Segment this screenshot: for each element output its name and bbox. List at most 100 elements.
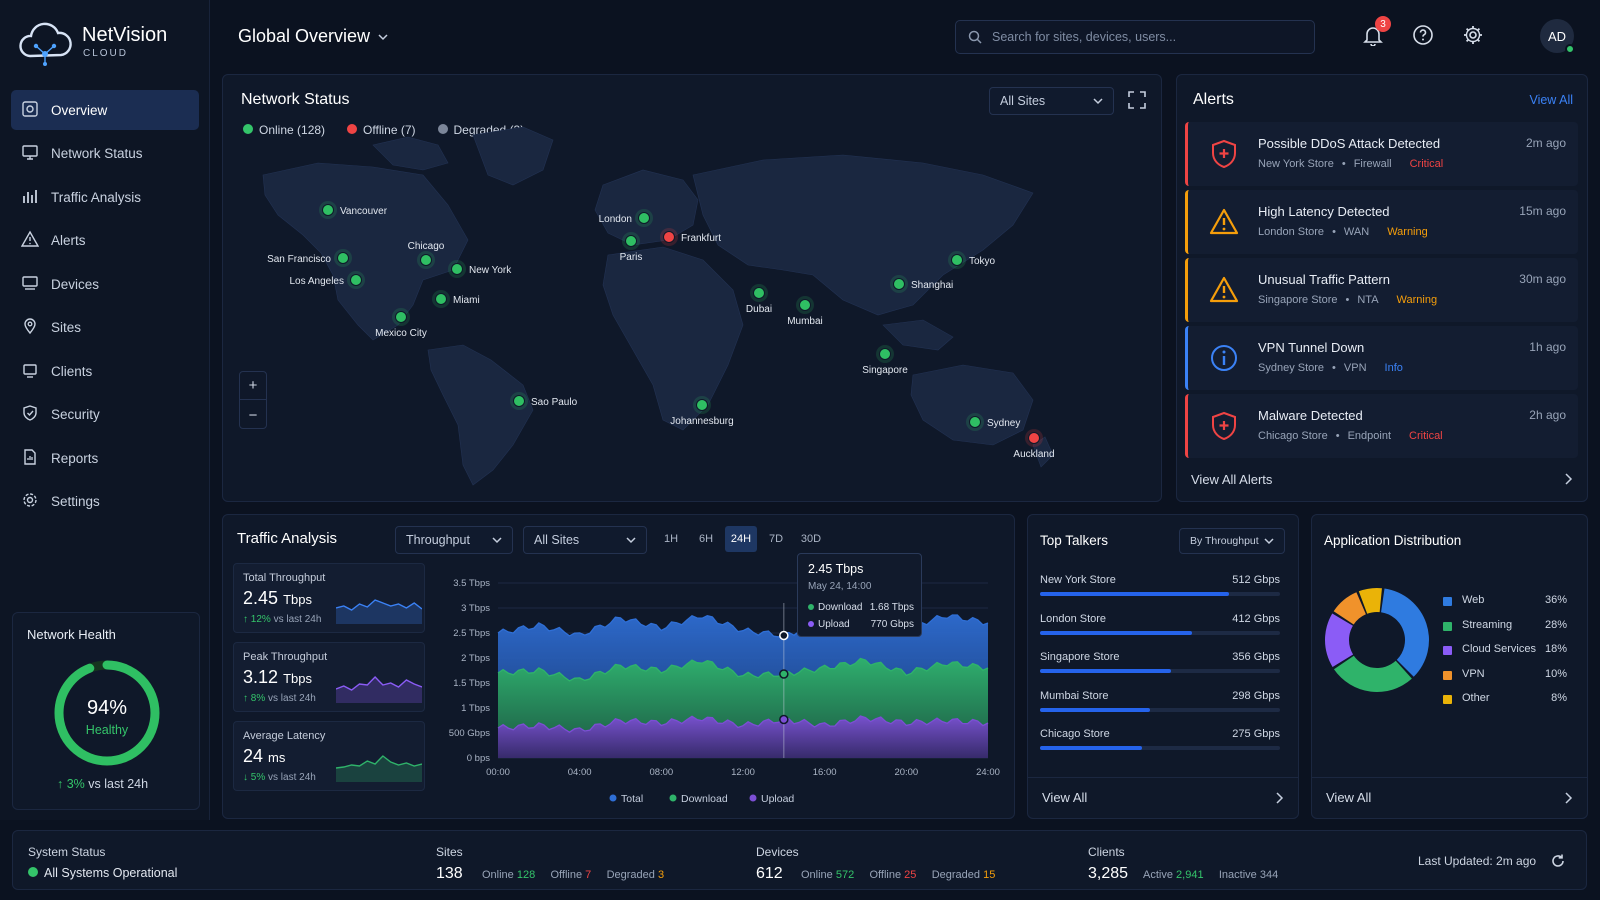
app-legend-row: Other 8% <box>1443 692 1567 708</box>
world-map: Vancouver San Francisco Los Angeles Chicago… <box>262 126 1055 486</box>
app-view-all-link[interactable]: View All <box>1312 777 1587 817</box>
kpi-tile: Average Latency 24 ms ↓ 5% vs last 24h <box>233 721 425 791</box>
top-talkers-panel: Top Talkers By Throughput New York Store… <box>1027 514 1299 819</box>
alert-title: Malware Detected <box>1258 408 1363 423</box>
cloud-logo-icon <box>16 20 76 68</box>
alert-item[interactable]: VPN Tunnel Down Sydney Store • VPN Info 1h ag… <box>1185 326 1578 390</box>
city-label: New York <box>469 265 512 276</box>
alert-item[interactable]: Unusual Traffic Pattern Singapore Store • N… <box>1185 258 1578 322</box>
alerts-view-all-link[interactable]: View All <box>1529 93 1573 107</box>
alert-meta: Chicago Store • Endpoint Critical <box>1258 430 1443 442</box>
alert-item[interactable]: High Latency Detected London Store • WAN War… <box>1185 190 1578 254</box>
network-status-panel: Network Status Online (128) Offline (7) … <box>222 74 1162 502</box>
site-marker-san-francisco[interactable] <box>337 252 349 264</box>
workspace-selector[interactable]: Global Overview <box>238 26 388 47</box>
talkers-sort-select[interactable]: By Throughput <box>1179 528 1285 554</box>
app-legend-pct: 28% <box>1544 618 1567 631</box>
notifications-button[interactable]: 3 <box>1358 16 1391 50</box>
separator-dot: • <box>1332 362 1336 374</box>
sidebar-item-settings[interactable]: Settings <box>11 482 199 522</box>
sidebar-item-overview[interactable]: Overview <box>11 90 199 130</box>
site-marker-los-angeles[interactable] <box>350 274 362 286</box>
alert-item[interactable]: Possible DDoS Attack Detected New York St… <box>1185 122 1578 186</box>
legend-marker <box>749 794 757 802</box>
search-input[interactable]: Search for sites, devices, users... <box>955 20 1315 54</box>
city-label: Dubai <box>746 304 772 315</box>
arrow-up-icon: ↑ <box>243 693 251 704</box>
view-all-alerts-link[interactable]: View All Alerts <box>1177 459 1587 499</box>
alert-item[interactable]: Malware Detected Chicago Store • Endpoint Cr… <box>1185 394 1578 458</box>
range-24h[interactable]: 24H <box>725 526 757 552</box>
sidebar-item-security[interactable]: Security <box>11 395 199 435</box>
site-marker-chicago[interactable] <box>420 254 432 266</box>
site-marker-sao-paulo[interactable] <box>513 395 525 407</box>
site-marker-london[interactable] <box>638 212 650 224</box>
talker-row[interactable]: Chicago Store 275 Gbps <box>1040 728 1280 758</box>
metric-select[interactable]: Throughput <box>395 526 513 554</box>
sidebar-item-alerts[interactable]: Alerts <box>11 221 199 261</box>
site-marker-paris[interactable] <box>625 235 637 247</box>
site-marker-shanghai[interactable] <box>893 278 905 290</box>
range-1h[interactable]: 1H <box>663 533 679 545</box>
network-status-title: Network Status <box>241 91 350 108</box>
site-marker-mumbai[interactable] <box>799 299 811 311</box>
shield-alert-icon <box>1208 410 1240 442</box>
traffic-site-select[interactable]: All Sites <box>523 526 647 554</box>
sidebar-item-traffic-analysis[interactable]: Traffic Analysis <box>11 177 199 217</box>
site-marker-singapore[interactable] <box>879 348 891 360</box>
talker-value: 298 Gbps <box>1232 689 1280 702</box>
bar-chart-icon <box>21 187 39 208</box>
help-button[interactable] <box>1408 20 1438 50</box>
x-tick-label: 12:00 <box>731 767 755 778</box>
site-marker-sydney[interactable] <box>969 416 981 428</box>
site-marker-frankfurt[interactable] <box>663 231 675 243</box>
talker-row[interactable]: New York Store 512 Gbps <box>1040 574 1280 604</box>
range-30d[interactable]: 30D <box>800 533 822 545</box>
zoom-in-button[interactable]: + <box>240 372 266 400</box>
zoom-out-button[interactable]: − <box>248 406 258 424</box>
kpi-sparkline <box>336 755 422 782</box>
sidebar-item-network-status[interactable]: Network Status <box>11 134 199 174</box>
kpi-delta: ↓ 5% vs last 24h <box>243 772 316 783</box>
legend-label: Upload <box>761 793 794 805</box>
sidebar-item-label: Overview <box>51 102 108 118</box>
series-line-upload <box>497 715 989 733</box>
alert-severity: Info <box>1384 362 1403 374</box>
site-marker-vancouver[interactable] <box>322 204 334 216</box>
x-tick-label: 04:00 <box>568 767 592 778</box>
sidebar-item-devices[interactable]: Devices <box>11 264 199 304</box>
clients-icon <box>21 361 39 382</box>
city-label: Paris <box>620 252 643 263</box>
top-header: Global Overview Search for sites, device… <box>210 0 1600 70</box>
refresh-button[interactable] <box>1550 853 1568 871</box>
site-filter-select[interactable]: All Sites <box>989 87 1114 115</box>
sidebar-item-reports[interactable]: Reports <box>11 438 199 478</box>
app-legend-label: Cloud Services <box>1462 643 1536 655</box>
range-7d[interactable]: 7D <box>768 533 784 545</box>
site-marker-miami[interactable] <box>435 293 447 305</box>
site-marker-auckland[interactable] <box>1028 432 1040 444</box>
expand-button[interactable] <box>1128 91 1148 111</box>
city-label: Mexico City <box>375 328 427 339</box>
talkers-view-all-link[interactable]: View All <box>1028 777 1298 817</box>
talker-row[interactable]: Singapore Store 356 Gbps <box>1040 651 1280 681</box>
talker-row[interactable]: Mumbai Store 298 Gbps <box>1040 690 1280 720</box>
site-marker-johannesburg[interactable] <box>696 399 708 411</box>
settings-button[interactable] <box>1458 20 1488 50</box>
clients-total: 3,285 <box>1088 865 1129 882</box>
site-marker-tokyo[interactable] <box>951 254 963 266</box>
shield-icon <box>21 404 39 425</box>
sidebar-item-sites[interactable]: Sites <box>11 308 199 348</box>
talker-row[interactable]: London Store 412 Gbps <box>1040 613 1280 643</box>
sidebar-item-label: Clients <box>51 363 93 379</box>
range-6h[interactable]: 6H <box>698 533 714 545</box>
search-placeholder: Search for sites, devices, users... <box>992 30 1177 44</box>
site-marker-new-york[interactable] <box>451 263 463 275</box>
user-avatar[interactable]: AD <box>1540 19 1575 54</box>
sidebar-item-clients[interactable]: Clients <box>11 351 199 391</box>
site-marker-mexico-city[interactable] <box>395 311 407 323</box>
health-gauge <box>54 660 160 766</box>
site-marker-dubai[interactable] <box>753 287 765 299</box>
kpi-sparkline <box>336 675 422 703</box>
x-tick-label: 00:00 <box>486 767 510 778</box>
